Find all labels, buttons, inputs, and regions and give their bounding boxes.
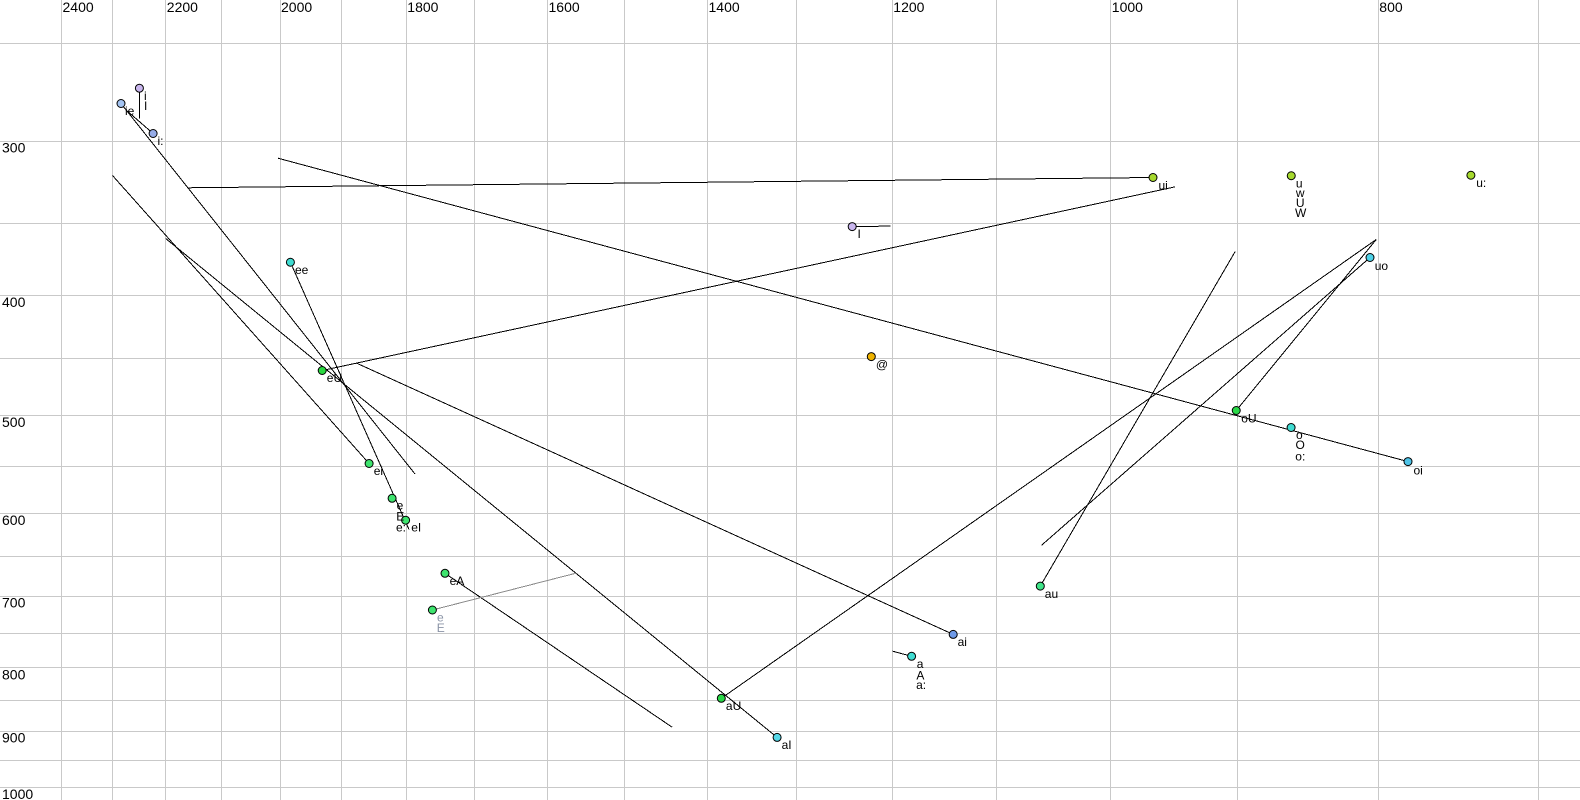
svg-text:2200: 2200 — [167, 0, 198, 15]
svg-text:1000: 1000 — [1112, 0, 1143, 15]
svg-text:600: 600 — [2, 512, 26, 528]
svg-text:1800: 1800 — [407, 0, 438, 15]
svg-text:aI: aI — [782, 738, 792, 752]
svg-text:1200: 1200 — [893, 0, 924, 15]
svg-text:1000: 1000 — [2, 786, 33, 800]
svg-text:e: e — [437, 611, 444, 625]
svg-text:2000: 2000 — [281, 0, 312, 15]
svg-text:300: 300 — [2, 140, 26, 156]
svg-text:u:: u: — [1476, 176, 1486, 190]
svg-text:aU: aU — [726, 699, 741, 713]
svg-text:1600: 1600 — [549, 0, 580, 15]
svg-text:e:: e: — [396, 520, 406, 534]
svg-text:700: 700 — [2, 595, 26, 611]
svg-text:ai: ai — [958, 635, 967, 649]
svg-text:a:: a: — [916, 678, 926, 692]
svg-text:oU: oU — [1241, 412, 1256, 426]
svg-text:ie: ie — [125, 104, 135, 118]
svg-text:au: au — [1045, 587, 1058, 601]
svg-text:oi: oi — [1414, 463, 1423, 477]
svg-text:800: 800 — [1379, 0, 1403, 15]
svg-text:U: U — [1296, 196, 1305, 210]
svg-text:u: u — [1296, 176, 1303, 190]
svg-text:eU: eU — [327, 371, 342, 385]
svg-text:@: @ — [876, 357, 888, 371]
svg-text:A: A — [916, 668, 924, 682]
svg-text:ei: ei — [374, 464, 383, 478]
svg-text:O: O — [1296, 438, 1305, 452]
svg-text:I: I — [858, 227, 861, 241]
svg-text:E: E — [396, 510, 404, 524]
svg-text:a: a — [917, 657, 924, 671]
svg-text:2400: 2400 — [63, 0, 94, 15]
svg-text:I: I — [144, 99, 147, 113]
svg-text:800: 800 — [2, 666, 26, 682]
svg-text:uo: uo — [1375, 259, 1389, 273]
svg-text:i:: i: — [158, 134, 164, 148]
svg-text:eI: eI — [411, 520, 421, 534]
svg-text:ee: ee — [295, 263, 309, 277]
svg-text:W: W — [1295, 206, 1307, 220]
svg-text:o: o — [1296, 428, 1303, 442]
svg-text:w: w — [1295, 186, 1305, 200]
svg-text:o:: o: — [1295, 450, 1305, 464]
svg-text:400: 400 — [2, 294, 26, 310]
svg-text:eA: eA — [450, 574, 465, 588]
svg-text:1400: 1400 — [709, 0, 740, 15]
svg-text:i: i — [144, 89, 147, 103]
svg-text:ui: ui — [1159, 178, 1168, 192]
svg-text:e: e — [397, 498, 404, 512]
svg-text:500: 500 — [2, 414, 26, 430]
svg-text:E: E — [437, 621, 445, 635]
svg-text:900: 900 — [2, 730, 26, 746]
